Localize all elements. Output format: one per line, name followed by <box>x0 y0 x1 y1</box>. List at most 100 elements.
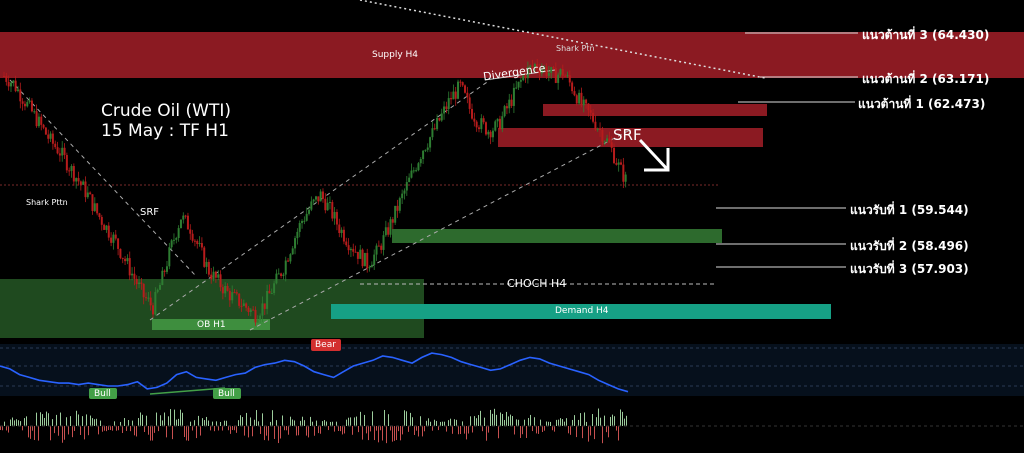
candle-body <box>117 238 120 249</box>
candle-body <box>37 116 40 127</box>
histogram-bar <box>490 409 491 426</box>
histogram-bar <box>606 426 607 433</box>
histogram-bar <box>208 420 209 426</box>
candle-body <box>61 147 64 156</box>
resistance-box-2 <box>498 128 763 147</box>
histogram-bar <box>60 412 61 426</box>
histogram-bar <box>124 418 125 426</box>
histogram-bar <box>72 426 73 438</box>
histogram-bar <box>204 420 205 426</box>
candle-body <box>422 150 425 160</box>
histogram-bar <box>64 426 65 440</box>
candle-body <box>56 147 59 154</box>
candle-body <box>410 170 413 178</box>
histogram-bar <box>418 426 419 437</box>
candle-body <box>457 81 460 99</box>
histogram-bar <box>42 414 43 426</box>
resistance-box-1 <box>543 104 767 116</box>
candle-body <box>124 258 127 262</box>
histogram-bar <box>48 413 49 426</box>
histogram-bar <box>384 409 385 426</box>
choch-label: CHOCH H4 <box>507 277 567 290</box>
histogram-bar <box>38 426 39 441</box>
candle-body <box>529 65 532 68</box>
histogram-bar <box>398 426 399 432</box>
candle-body <box>324 198 327 211</box>
histogram-bar <box>70 416 71 426</box>
candle-body <box>561 69 564 76</box>
histogram-bar <box>220 421 221 426</box>
candle-body <box>21 101 24 104</box>
candle-body <box>266 290 269 309</box>
histogram-bar <box>544 426 545 431</box>
candle-body <box>217 274 220 278</box>
histogram-bar <box>226 420 227 426</box>
candle-body <box>277 273 280 275</box>
histogram-bar <box>370 426 371 432</box>
histogram-bar <box>446 426 447 432</box>
candle-body <box>235 292 238 294</box>
histogram-bar <box>432 426 433 431</box>
candle-body <box>578 92 581 104</box>
label-resistance-2: แนวต้านที่ 2 (63.171) <box>862 72 990 86</box>
ob-zone-label: OB H1 <box>197 320 226 330</box>
candle-body <box>12 80 15 83</box>
candle-body <box>96 203 99 214</box>
histogram-bar <box>620 409 621 426</box>
histogram-bar <box>276 420 277 426</box>
candle-body <box>424 149 427 151</box>
histogram-bar <box>556 419 557 426</box>
candle-body <box>26 102 29 107</box>
histogram-bar <box>74 426 75 431</box>
histogram-bar <box>506 411 507 426</box>
demand-zone <box>331 304 831 319</box>
title-date-timeframe: 15 May : TF H1 <box>101 121 229 141</box>
candle-body <box>519 80 522 82</box>
down-arrow-icon <box>638 138 670 172</box>
candle-body <box>98 213 101 218</box>
histogram-bar <box>520 426 521 438</box>
rsi-line <box>0 352 629 393</box>
histogram-bar <box>322 421 323 426</box>
histogram-bar <box>466 426 467 440</box>
histogram-bar <box>104 426 105 431</box>
candle-body <box>121 257 124 259</box>
histogram-bar <box>536 426 537 434</box>
histogram-bar <box>400 426 401 441</box>
histogram-bar <box>54 426 55 434</box>
candle-body <box>447 98 450 110</box>
candle-body <box>91 194 94 211</box>
histogram-bar <box>200 426 201 436</box>
histogram-bar <box>26 416 27 426</box>
histogram-bar <box>92 418 93 426</box>
candle-body <box>30 100 33 112</box>
candle-body <box>403 190 406 194</box>
histogram-bar <box>558 419 559 426</box>
histogram-bar <box>562 419 563 426</box>
histogram-bar <box>602 426 603 444</box>
candle-body <box>471 108 473 119</box>
candle-body <box>191 233 194 241</box>
histogram-bar <box>160 415 161 426</box>
histogram-bar <box>504 420 505 426</box>
divergence-line <box>484 69 556 81</box>
histogram-bar <box>182 412 183 426</box>
histogram-bar <box>354 417 355 426</box>
candle-body <box>200 243 203 248</box>
histogram-bar <box>560 418 561 426</box>
histogram-bar <box>238 420 239 426</box>
histogram-bar <box>472 426 473 433</box>
candle-body <box>54 143 57 148</box>
candle-body <box>473 118 476 122</box>
histogram-bar <box>482 426 483 432</box>
histogram-bar <box>422 426 423 437</box>
candle-body <box>566 75 569 77</box>
histogram-bar <box>6 426 7 431</box>
candle-body <box>384 227 387 236</box>
histogram-bar <box>112 426 113 431</box>
candle-body <box>275 273 278 284</box>
candle-body <box>459 81 462 83</box>
candle-body <box>382 235 385 250</box>
candle-body <box>487 131 490 135</box>
candle-body <box>533 64 536 67</box>
